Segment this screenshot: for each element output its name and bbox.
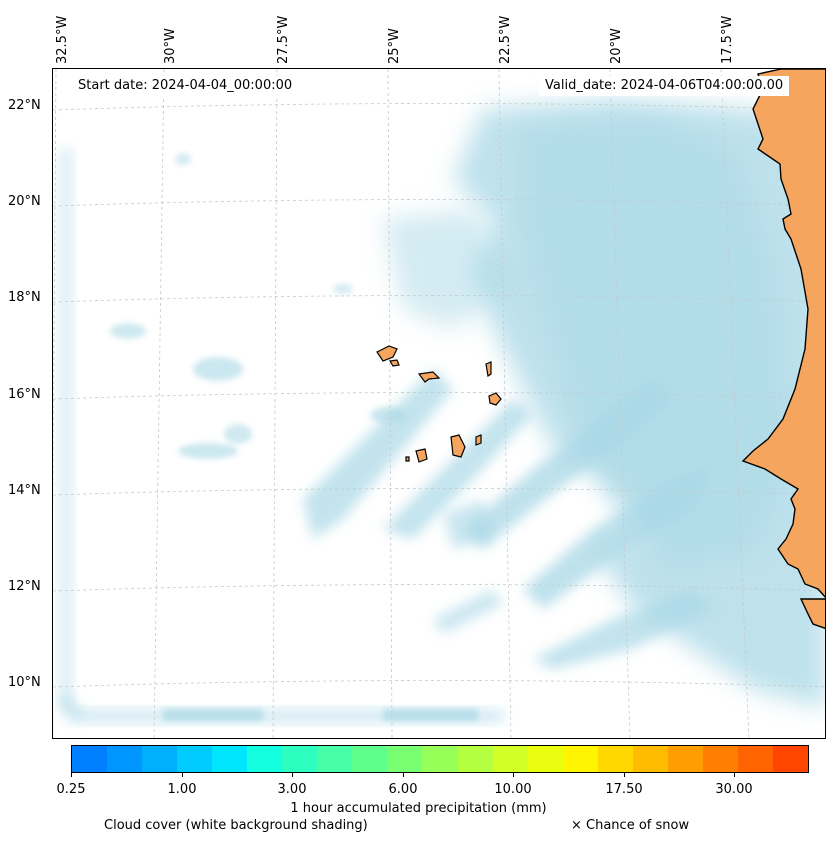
lon-label-25w: 25°W — [387, 28, 402, 64]
island-boa-vista — [488, 392, 502, 406]
colorbar-tick-30-00: 30.00 — [715, 782, 753, 797]
african-coast — [741, 69, 825, 630]
colorbar-tickmark — [403, 773, 404, 777]
start-date-box: Start date: 2024-04-04_00:00:00 — [72, 76, 299, 96]
colorbar-tick-17-50: 17.50 — [605, 782, 643, 797]
colorbar-tickmark — [71, 773, 72, 777]
legend-cloud-cover: Cloud cover (white background shading) — [104, 818, 368, 833]
colorbar-segment — [562, 746, 598, 772]
island-santiago — [450, 434, 466, 458]
colorbar-tickmark — [624, 773, 625, 777]
lon-label-32-5w: 32.5°W — [55, 15, 70, 64]
colorbar-segment — [667, 746, 703, 772]
colorbar-segment — [422, 746, 458, 772]
colorbar-segment — [772, 746, 808, 772]
lon-label-17-5w: 17.5°W — [720, 15, 735, 64]
island-brava — [405, 456, 410, 462]
colorbar-segment — [212, 746, 248, 772]
lat-label-12n: 12°N — [8, 579, 41, 594]
colorbar-tickmark — [734, 773, 735, 777]
lat-label-22n: 22°N — [8, 98, 41, 113]
colorbar-tick-3-00: 3.00 — [277, 782, 307, 797]
colorbar-segment — [317, 746, 353, 772]
lat-label-16n: 16°N — [8, 387, 41, 402]
colorbar-segment — [72, 746, 108, 772]
colorbar-segment — [142, 746, 178, 772]
cloud-cover-layer — [59, 99, 825, 724]
island-fogo — [415, 448, 428, 463]
island-sao-vicente — [389, 359, 400, 367]
legend-chance-of-snow: × Chance of snow — [571, 818, 690, 833]
colorbar-segment — [282, 746, 318, 772]
colorbar-label: 1 hour accumulated precipitation (mm) — [290, 801, 547, 816]
colorbar-segment — [632, 746, 668, 772]
colorbar-tick-10-00: 10.00 — [494, 782, 532, 797]
valid-date-box: Valid_date: 2024-04-06T04:00:00.00 — [539, 76, 790, 96]
colorbar-tickmark — [182, 773, 183, 777]
island-sal — [485, 361, 492, 378]
colorbar-segment — [177, 746, 213, 772]
cape-verde-islands — [376, 345, 502, 463]
colorbar-tickmark — [513, 773, 514, 777]
lat-label-18n: 18°N — [8, 290, 41, 305]
colorbar-segment — [107, 746, 143, 772]
map-canvas — [53, 69, 825, 738]
lon-label-20w: 20°W — [609, 28, 624, 64]
map-frame[interactable] — [52, 68, 826, 739]
graticule — [53, 69, 825, 738]
colorbar-segment — [737, 746, 773, 772]
colorbar-segment — [247, 746, 283, 772]
lon-label-27-5w: 27.5°W — [276, 15, 291, 64]
colorbar-segment — [702, 746, 738, 772]
lat-label-14n: 14°N — [8, 483, 41, 498]
lat-label-10n: 10°N — [8, 675, 41, 690]
colorbar-segment — [527, 746, 563, 772]
lon-label-30w: 30°W — [163, 28, 178, 64]
colorbar-tick-1-00: 1.00 — [167, 782, 197, 797]
colorbar-segment — [597, 746, 633, 772]
island-santo-antao — [376, 345, 398, 362]
colorbar-segment — [457, 746, 493, 772]
colorbar-tickmark — [292, 773, 293, 777]
colorbar-segment — [352, 746, 388, 772]
lat-label-20n: 20°N — [8, 194, 41, 209]
colorbar-tick-6-00: 6.00 — [388, 782, 418, 797]
colorbar-tick-0-25: 0.25 — [56, 782, 86, 797]
colorbar-segment — [387, 746, 423, 772]
lon-label-22-5w: 22.5°W — [498, 15, 513, 64]
colorbar-segment — [492, 746, 528, 772]
island-maio — [475, 434, 482, 446]
island-sao-nicolau — [417, 371, 441, 383]
precipitation-colorbar — [71, 745, 809, 773]
